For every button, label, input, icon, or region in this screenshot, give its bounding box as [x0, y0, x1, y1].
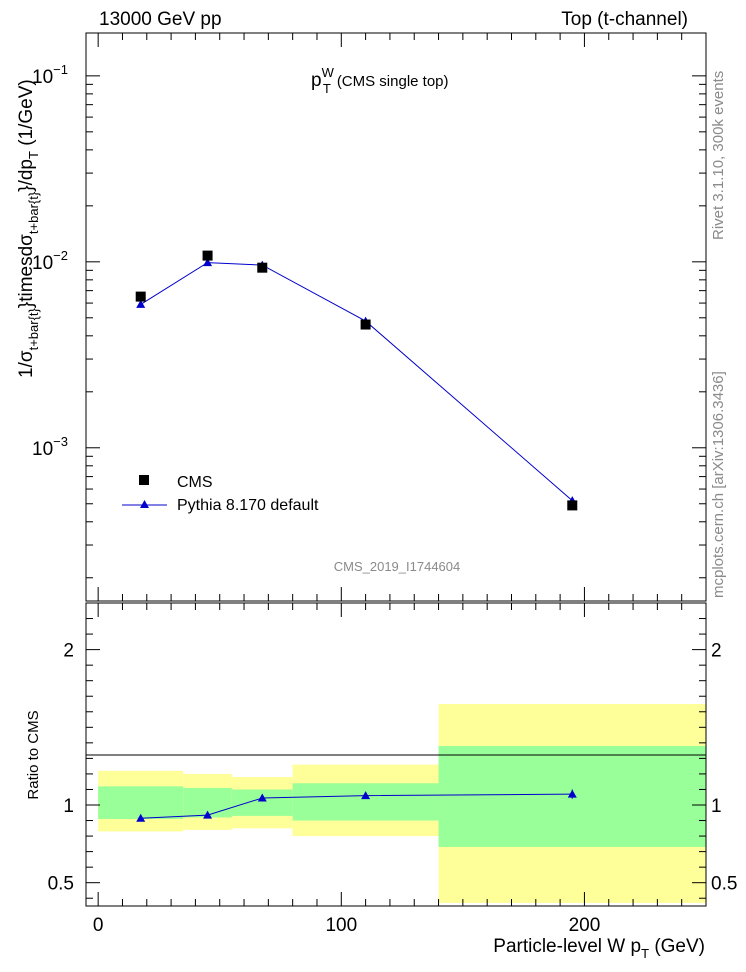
mcplots-label: mcplots.cern.ch [arXiv:1306.3436] [710, 371, 727, 598]
ylabel-end: }/dp [16, 159, 37, 192]
ylabel-sub1: t+bar{t} [26, 307, 41, 350]
ylabel-main: 1/σ [16, 350, 37, 378]
main-frame [85, 32, 707, 602]
cms-point [135, 291, 146, 302]
rivet-label: Rivet 3.1.10, 300k events [710, 71, 727, 240]
ylabel-sub2: t+bar{t} [26, 191, 41, 234]
x-tick-label: 200 [569, 915, 601, 936]
ylabel-mid: }timesdσ [16, 234, 37, 308]
ratio-uncertainty-bands [98, 704, 706, 903]
ratio-axis-ticks: 0.5 0.5 1 1 2 2 0 100 200 [48, 603, 737, 936]
mc-line [140, 262, 573, 501]
header-left: 13000 GeV pp [99, 9, 222, 30]
ylabel-sub3: T [26, 151, 41, 159]
title-sub: T [323, 81, 331, 96]
y-tick-label: 10−2 [32, 248, 68, 274]
ratio-panel: 0.5 0.5 1 1 2 2 0 100 200 Ratio to CMS Particle-… [25, 602, 737, 961]
legend: CMS Pythia 8.170 default [122, 474, 319, 514]
mc-point [136, 299, 146, 308]
cms-point [567, 500, 578, 511]
ratio-y-tick-label-left: 0.5 [48, 874, 74, 895]
analysis-id: CMS_2019_I1744604 [334, 559, 461, 574]
legend-mc-label: Pythia 8.170 default [177, 497, 319, 514]
ratio-y-tick-label-right: 0.5 [711, 874, 737, 895]
main-panel: 10−110−210−3 pW T (CMS single top) 1/σt+ba… [16, 32, 707, 602]
x-tick-label: 100 [325, 915, 357, 936]
ratio-mc-point [567, 789, 577, 798]
xlabel-sub: T [641, 946, 649, 961]
ratio-mc-point [136, 813, 146, 822]
legend-cms-marker [139, 475, 149, 485]
y-tick-label: 10−3 [32, 434, 68, 460]
ratio-mc-point [361, 791, 371, 800]
plot-title: pW T (CMS single top) [311, 65, 449, 96]
legend-mc-marker [140, 500, 149, 508]
ratio-data-marks [136, 789, 577, 822]
ratio-y-tick-label-left: 1 [63, 796, 74, 817]
cms-point [257, 262, 268, 273]
ratio-frame [85, 602, 707, 907]
ratio-mc-point [257, 793, 267, 802]
mc-point [203, 258, 213, 267]
ratio-y-tick-label-right: 1 [711, 796, 722, 817]
xlabel-main: Particle-level W p [493, 936, 641, 957]
band-inner [231, 789, 293, 816]
ylabel-unit: (1/GeV) [16, 79, 37, 151]
header-right: Top (t-channel) [561, 9, 688, 30]
x-tick-label: 0 [93, 915, 104, 936]
ratio-ylabel: Ratio to CMS [25, 710, 42, 799]
band-inner [98, 786, 184, 819]
title-sup: W [322, 65, 335, 80]
ratio-mc-point [203, 810, 213, 819]
main-data-marks [135, 250, 578, 511]
title-main: p [311, 70, 322, 91]
title-suffix: (CMS single top) [337, 73, 449, 90]
x-axis-label: Particle-level W pT (GeV) [493, 936, 705, 961]
main-axis-ticks: 10−1 10−2 10−3 [32, 33, 707, 601]
cms-point [202, 250, 213, 261]
ratio-y-tick-label-right: 2 [711, 641, 722, 662]
legend-cms-label: CMS [177, 474, 213, 491]
band-inner [292, 783, 439, 821]
ratio-y-tick-label-left: 2 [63, 641, 74, 662]
y-tick-label: 10−1 [32, 62, 68, 88]
xlabel-unit: (GeV) [649, 936, 705, 957]
cms-point [360, 319, 371, 330]
main-ylabel: 1/σt+bar{t}}timesdσt+bar{t}}/dpT (1/GeV) [16, 79, 41, 378]
